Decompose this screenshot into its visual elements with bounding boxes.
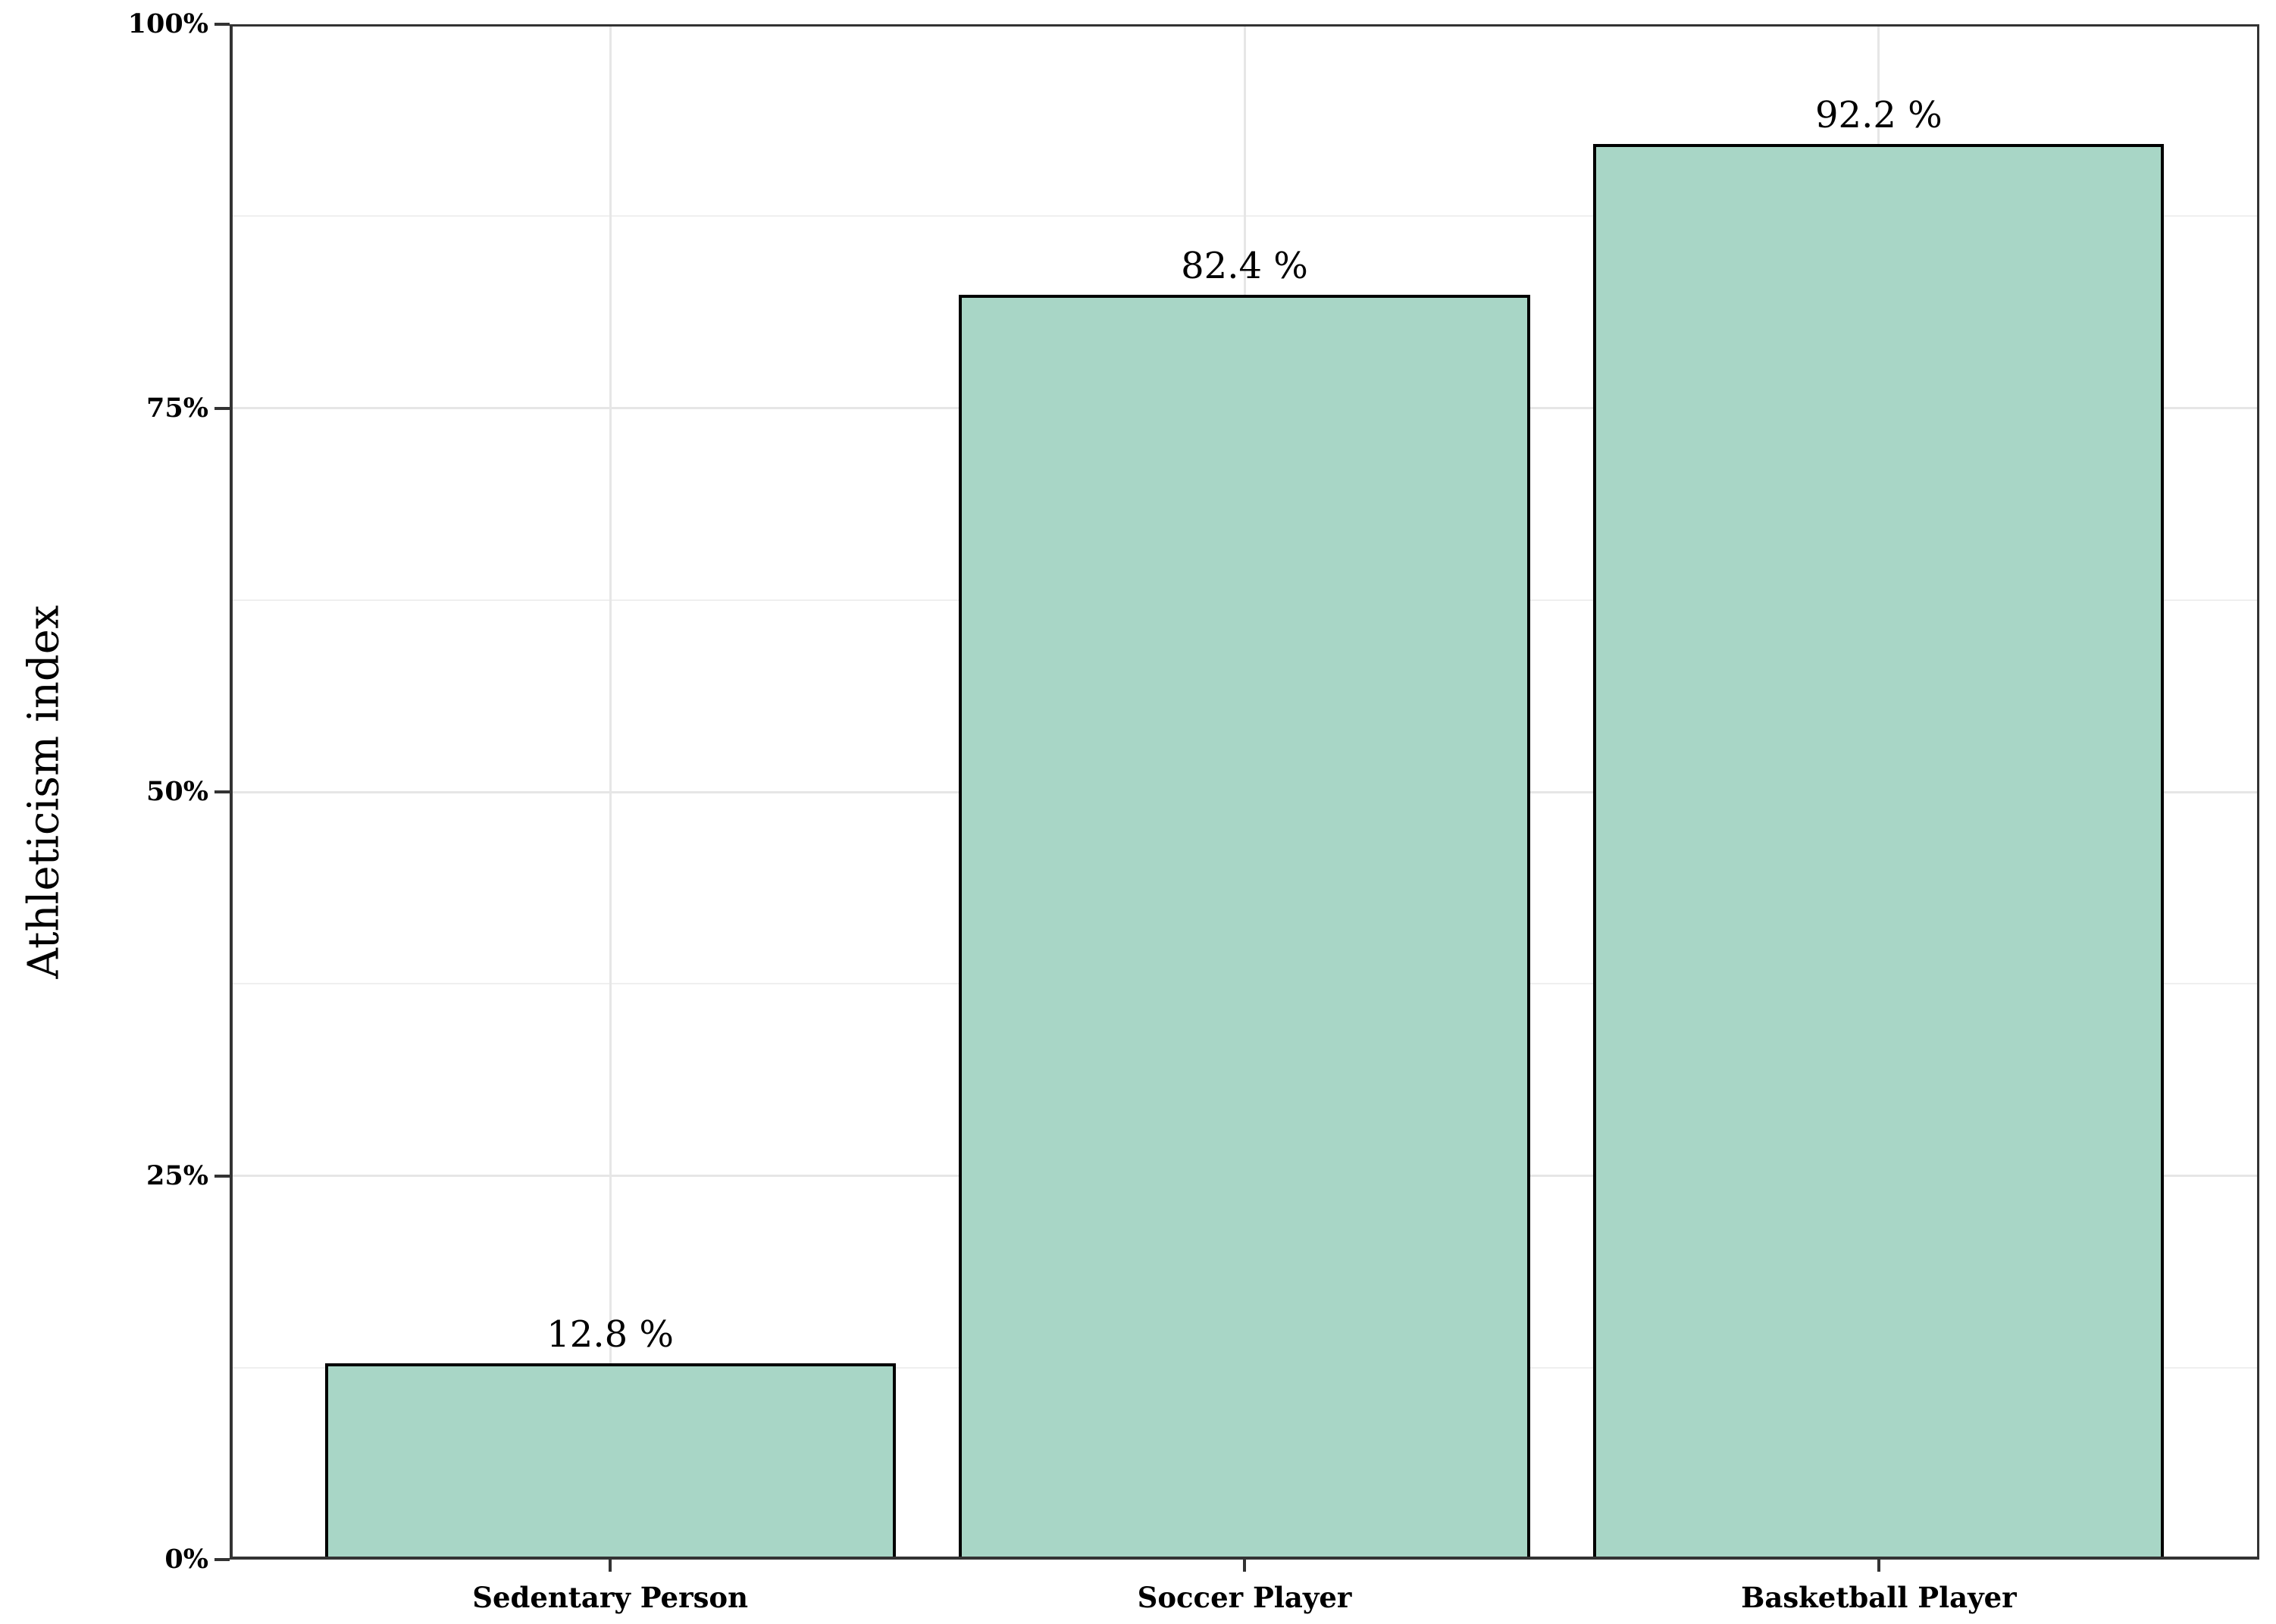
x-axis-tick bbox=[1243, 1560, 1246, 1572]
panel-border-right bbox=[2257, 24, 2259, 1560]
y-tick-label: 50% bbox=[146, 776, 208, 807]
bar-sedentary-person bbox=[324, 1363, 896, 1560]
x-tick-label-soccer-player: Soccer Player bbox=[1137, 1581, 1352, 1614]
bar-value-label: 82.4 % bbox=[1181, 244, 1308, 287]
bar-basketball-player bbox=[1593, 144, 2165, 1560]
plot-panel: 12.8 % 82.4 % 92.2 % 0% 25% 50% 75% 100% Sedenta… bbox=[128, 8, 2259, 1614]
panel-border-top bbox=[230, 24, 2259, 27]
x-tick-label-sedentary-person: Sedentary Person bbox=[472, 1581, 749, 1614]
x-axis-tick bbox=[609, 1560, 612, 1572]
x-axis-tick bbox=[1877, 1560, 1880, 1572]
x-axis-line bbox=[230, 1557, 2259, 1560]
bar-soccer-player bbox=[959, 294, 1530, 1560]
bar-value-label: 92.2 % bbox=[1815, 94, 1943, 137]
y-tick-label: 0% bbox=[164, 1544, 208, 1575]
y-tick-label: 25% bbox=[146, 1159, 208, 1191]
y-axis-tick bbox=[214, 23, 230, 26]
y-axis-tick bbox=[214, 1558, 230, 1561]
x-tick-label-basketball-player: Basketball Player bbox=[1741, 1581, 2017, 1614]
y-axis-tick bbox=[214, 1174, 230, 1178]
y-tick-label: 100% bbox=[127, 8, 208, 39]
category-gridline bbox=[609, 24, 612, 1560]
y-axis-title: Athleticism index bbox=[19, 605, 69, 979]
y-axis-tick bbox=[214, 790, 230, 793]
bar-value-label: 12.8 % bbox=[546, 1313, 674, 1356]
y-tick-label: 75% bbox=[146, 392, 208, 424]
y-axis-tick bbox=[214, 406, 230, 410]
y-axis-line bbox=[230, 24, 233, 1560]
